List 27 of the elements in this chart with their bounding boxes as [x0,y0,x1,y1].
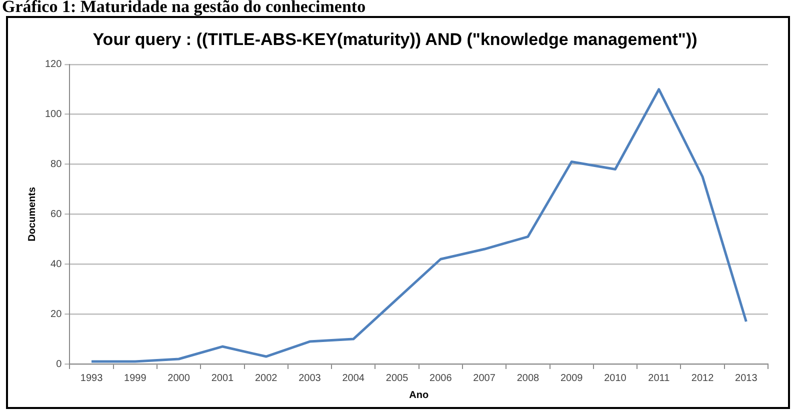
chart-title: Your query : ((TITLE-ABS-KEY(maturity)) AND ("knowledge management")) [92,30,698,49]
x-tick-label: 1993 [80,372,104,384]
x-tick-label: 2010 [604,372,627,384]
x-tick-label: 2011 [648,372,670,384]
y-tick-label: 20 [50,308,62,320]
x-tick-label: 2007 [473,372,496,384]
y-tick-label: 80 [50,159,62,170]
x-axis-title: Ano [409,390,429,401]
x-tick-label: 2005 [386,372,409,384]
x-tick-label: 2004 [342,372,365,384]
x-tick-label: 2012 [691,372,714,384]
y-tick-label: 0 [56,358,62,370]
x-tick-label: 1999 [124,372,147,384]
text: Gráfico 1: Maturidade na gestão do conhecimento [1,0,367,16]
x-tick-label: 2006 [430,372,452,384]
x-tick-label: 2000 [168,372,190,384]
y-tick-label: 120 [44,59,62,70]
x-tick-label: 2003 [298,372,322,384]
x-tick-label: 2013 [735,372,758,384]
y-tick-label: 100 [44,109,62,120]
y-tick-label: 60 [50,208,62,220]
x-tick-label: 2002 [254,372,278,384]
x-tick-label: 2001 [211,372,234,384]
x-tick-label: 2009 [560,372,584,384]
y-tick-label: 40 [50,258,62,270]
y-axis-title: Documents [26,186,38,242]
x-tick-label: 2008 [516,372,540,384]
